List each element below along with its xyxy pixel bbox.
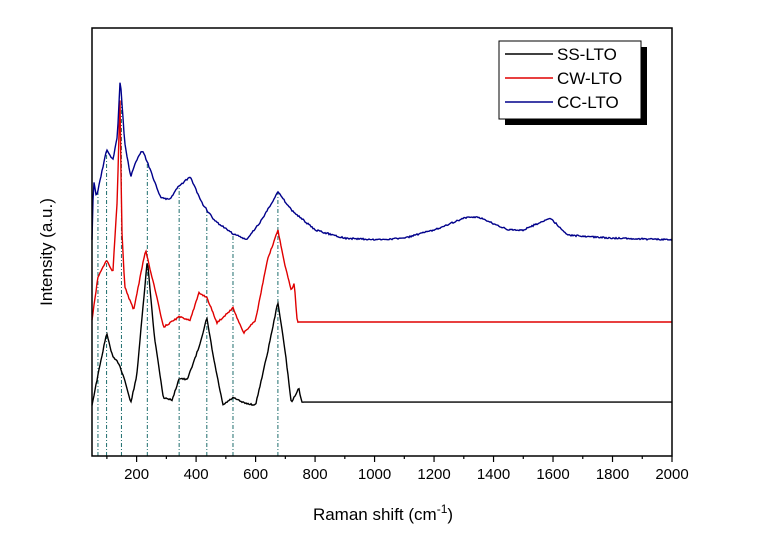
x-tick-label: 1200 xyxy=(417,466,450,483)
x-ticks: 200 400 600 800 1000 1200 1400 1600 1800 2000 xyxy=(106,456,689,483)
legend-label: CC-LTO xyxy=(557,93,619,112)
x-tick-label: 1000 xyxy=(358,466,391,483)
x-tick-label: 1400 xyxy=(477,466,510,483)
x-tick-label: 2000 xyxy=(655,466,688,483)
x-axis-label-main: Raman shift (cm xyxy=(313,505,437,524)
legend: SS-LTO CW-LTO CC-LTO xyxy=(498,40,647,125)
x-tick-label: 200 xyxy=(124,466,149,483)
x-tick-label: 1600 xyxy=(536,466,569,483)
series-curves xyxy=(91,82,673,407)
series-line-ss-lto xyxy=(91,263,672,407)
x-tick-label: 1800 xyxy=(596,466,629,483)
y-axis-label: Intensity (a.u.) xyxy=(37,198,56,306)
x-tick-label: 600 xyxy=(243,466,268,483)
x-axis-label: Raman shift (cm-1) xyxy=(313,502,453,524)
legend-label: CW-LTO xyxy=(557,69,622,88)
series-line-cc-lto xyxy=(91,82,673,242)
reference-lines xyxy=(97,95,279,456)
x-tick-label: 400 xyxy=(184,466,209,483)
series-line-cw-lto xyxy=(91,100,672,335)
x-tick-label: 800 xyxy=(303,466,328,483)
legend-label: SS-LTO xyxy=(557,45,617,64)
plot-frame xyxy=(91,27,673,457)
x-axis-label-sup: -1 xyxy=(437,502,448,516)
x-axis-label-end: ) xyxy=(447,505,453,524)
